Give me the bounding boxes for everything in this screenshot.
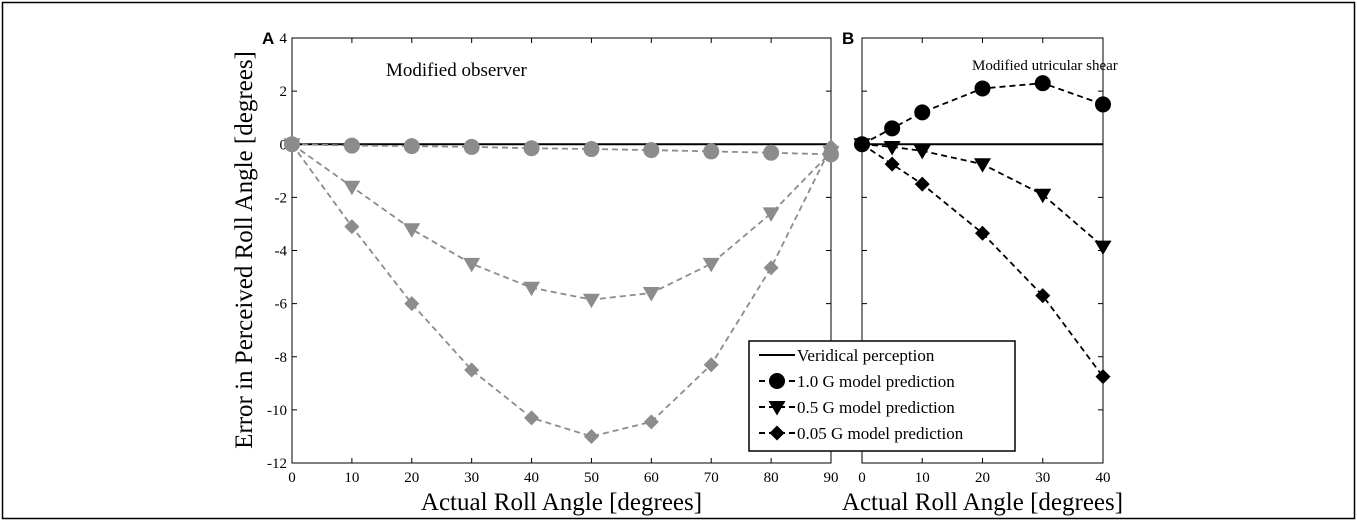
x-tick-label: 20 (975, 470, 990, 486)
legend-label: 1.0 G model prediction (797, 372, 955, 391)
data-point (583, 141, 600, 158)
data-point (464, 362, 480, 378)
series-line (861, 82, 1104, 146)
data-point (403, 138, 420, 155)
data-point (1035, 288, 1051, 304)
x-tick-label: 60 (644, 470, 659, 486)
legend-marker (769, 425, 785, 441)
x-tick-label: 50 (584, 470, 599, 486)
x-tick-label: 70 (704, 470, 719, 486)
legend-marker (768, 401, 786, 416)
legend-label: 0.5 G model prediction (797, 398, 955, 417)
x-tick-label: 30 (1035, 470, 1050, 486)
x-tick-label: 0 (288, 470, 296, 486)
x-tick-label: 0 (858, 470, 866, 486)
data-point (523, 281, 541, 297)
x-tick-label: 10 (915, 470, 930, 486)
x-tick-label: 80 (764, 470, 779, 486)
data-point (643, 414, 659, 430)
series-line (861, 143, 1104, 378)
data-point (643, 142, 660, 159)
data-point (974, 80, 991, 97)
series-3 (283, 138, 840, 309)
y-axis-label: Error in Perceived Roll Angle [degrees] (231, 51, 258, 449)
data-point (1095, 369, 1111, 385)
x-tick-label: 40 (1096, 470, 1111, 486)
data-point (344, 219, 360, 235)
x-tick-label: 90 (824, 470, 839, 486)
data-point (703, 357, 719, 373)
series-2 (854, 75, 1111, 153)
x-tick-label: 40 (524, 470, 539, 486)
data-point (463, 257, 481, 273)
y-tick-label: -6 (275, 297, 288, 313)
data-point (284, 136, 300, 152)
data-point (582, 293, 600, 309)
data-point (403, 223, 421, 238)
legend: Veridical perception 1.0 G model predicti… (748, 340, 1016, 452)
x-tick-label: 30 (464, 470, 479, 486)
data-point (914, 176, 930, 192)
series-4 (284, 136, 839, 444)
series-line (291, 143, 832, 301)
data-point (642, 287, 660, 302)
y-tick-label: -4 (275, 244, 288, 260)
data-point (1034, 188, 1052, 204)
y-tick-label: -10 (267, 403, 287, 419)
x-axis-label: Actual Roll Angle [degrees] (842, 489, 1123, 516)
data-point (883, 140, 901, 156)
legend-marker (769, 373, 785, 389)
panel-a: 0 10 20 30 40 50 60 70 80 90 -12 -10 -8 -6 -4 -2 0 2 4 Actu… (262, 29, 840, 516)
data-point (463, 138, 480, 155)
data-point (583, 428, 599, 444)
x-axis-label: Actual Roll Angle [degrees] (421, 489, 702, 516)
data-point (763, 144, 780, 161)
y-tick-label: 2 (280, 84, 288, 100)
x-tick-label: 10 (344, 470, 359, 486)
data-point (884, 156, 900, 172)
panel-letter: B (842, 29, 854, 48)
data-point (1095, 96, 1111, 113)
panel-annotation: Modified utricular shear (972, 58, 1118, 74)
data-point (404, 296, 420, 312)
x-tick-label: 20 (404, 470, 419, 486)
panel-letter: A (262, 29, 274, 48)
data-point (914, 104, 931, 121)
y-tick-label: -12 (267, 456, 287, 472)
data-point (823, 139, 839, 155)
data-point (763, 260, 779, 276)
panel-annotation: Modified observer (386, 60, 528, 81)
data-point (1034, 75, 1051, 92)
data-point (974, 158, 991, 173)
y-tick-label: 0 (280, 137, 288, 153)
series-line (291, 143, 832, 438)
series-4 (854, 136, 1111, 385)
y-tick-label: -8 (275, 350, 288, 366)
data-point (343, 137, 360, 154)
data-point (343, 180, 361, 196)
data-point (762, 207, 780, 222)
data-point (523, 140, 540, 157)
data-point (1094, 240, 1112, 256)
data-point (975, 225, 990, 241)
y-tick-label: -2 (275, 190, 288, 206)
data-point (524, 410, 540, 426)
legend-label: Veridical perception (797, 346, 935, 365)
y-tick-label: 4 (280, 31, 288, 47)
data-point (703, 143, 720, 160)
data-point (884, 120, 901, 137)
data-point (854, 136, 870, 152)
data-point (702, 257, 720, 273)
data-point (913, 144, 931, 160)
legend-label: 0.05 G model prediction (797, 424, 964, 443)
